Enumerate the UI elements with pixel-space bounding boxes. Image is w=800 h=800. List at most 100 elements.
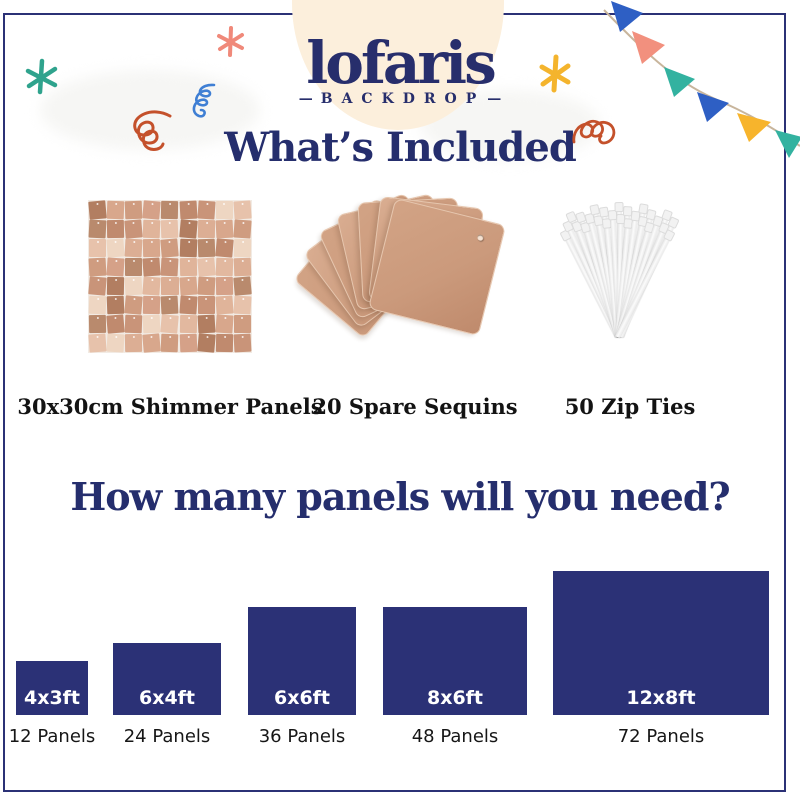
sequin-square <box>143 314 161 334</box>
sequin-square <box>233 295 252 315</box>
watercolor-smudge <box>40 70 260 150</box>
sequin-square <box>106 257 125 277</box>
spiral-squiggle-icon <box>572 119 616 145</box>
bunting-flag <box>664 67 695 97</box>
bunting-flag <box>737 113 771 142</box>
sequin-square <box>160 238 180 258</box>
sequin-square <box>215 201 233 219</box>
sequin-square <box>197 219 215 239</box>
panel-count-caption: 36 Panels <box>258 726 346 747</box>
sequin-square <box>160 257 180 277</box>
sequin-square <box>215 314 234 334</box>
sequin-square <box>160 295 180 315</box>
panel-size-bar-8x6ft: 8x6ft <box>383 607 527 715</box>
sequin-square <box>161 219 179 239</box>
bunting-flag <box>775 130 800 158</box>
sequin-square <box>143 238 161 258</box>
panel-count-caption: 12 Panels <box>8 726 96 747</box>
sequin-square <box>106 295 125 315</box>
item-caption-spare-sequins: 20 Spare Sequins <box>312 394 518 419</box>
sequin-square <box>178 276 198 296</box>
sequin-square <box>89 239 107 257</box>
spare-sequins-photo <box>293 192 507 339</box>
sequin-square <box>233 315 251 333</box>
panel-size-label: 4x3ft <box>23 687 81 709</box>
sequin-square <box>179 257 197 277</box>
sequin-square <box>106 238 125 258</box>
sequin-square <box>125 258 143 276</box>
panel-size-bar-6x4ft: 6x4ft <box>113 643 221 715</box>
sequin-square <box>88 219 107 239</box>
panel-count-caption: 48 Panels <box>411 726 499 747</box>
bunting-flag <box>611 1 643 32</box>
sequin-square <box>233 219 252 239</box>
sequin-square <box>196 333 216 353</box>
brand-subtitle: — BACKDROP — <box>0 91 800 107</box>
panel-size-bar-4x3ft: 4x3ft <box>16 661 88 715</box>
sequin-square <box>142 257 162 277</box>
sequin-square <box>197 276 216 296</box>
sequin-square <box>215 238 234 258</box>
dash-right: — <box>487 91 502 107</box>
sparkle-icon <box>25 58 58 95</box>
sequin-square <box>124 314 143 334</box>
panels-needed-title: How many panels will you need? <box>70 474 730 519</box>
sequin-square <box>233 276 252 296</box>
sequin-square <box>233 238 252 258</box>
bunting-banner <box>603 1 800 158</box>
sequin-square <box>161 200 179 220</box>
sequin-square <box>88 276 107 296</box>
sequin-square <box>106 219 125 239</box>
sequin-square <box>215 333 234 353</box>
sequin-square <box>106 314 125 334</box>
panel-count-caption: 24 Panels <box>123 726 211 747</box>
sequin-hole <box>476 233 485 242</box>
sequin-square <box>88 257 107 277</box>
sequin-square <box>88 314 107 334</box>
sequin-square <box>106 276 125 296</box>
panel-size-label: 12x8ft <box>626 687 696 709</box>
sequin-square <box>88 333 107 353</box>
sequin-square <box>106 333 125 353</box>
sparkle-icon <box>539 54 571 93</box>
bunting-flag <box>632 31 665 64</box>
sequin-square <box>197 296 215 314</box>
brand-logo: lofaris <box>306 29 497 97</box>
sequin-square <box>197 200 216 220</box>
sequin-square <box>161 277 179 295</box>
sequin-square <box>233 333 252 353</box>
sequin-square <box>88 295 107 315</box>
sequin-square <box>143 219 161 239</box>
sequin-square <box>88 200 107 220</box>
brand-subtitle-text: BACKDROP <box>320 91 486 107</box>
sequin-square <box>197 238 216 258</box>
whats-included-title: What’s Included <box>224 124 577 171</box>
sequin-square <box>124 276 143 296</box>
sequin-square <box>179 314 197 334</box>
sequin-square <box>125 333 143 353</box>
sparkle-icon <box>217 26 244 57</box>
sequin-square <box>124 219 144 239</box>
sequin-square <box>143 295 161 315</box>
item-caption-zip-ties: 50 Zip Ties <box>564 394 696 419</box>
sequin-square <box>160 314 180 334</box>
item-caption-shimmer-panels: 30x30cm Shimmer Panels <box>17 394 323 419</box>
sequin-square <box>142 200 162 220</box>
sequin-square <box>124 295 144 315</box>
zip-ties-photo <box>549 197 691 339</box>
sequin-square <box>215 276 234 296</box>
dash-left: — <box>298 91 313 107</box>
bunting-flag <box>697 92 729 122</box>
panel-size-bar-6x6ft: 6x6ft <box>248 607 356 715</box>
sequin-square <box>215 257 234 277</box>
sequin-square <box>179 333 197 353</box>
sequin-square <box>196 257 216 277</box>
sequin-square <box>233 200 252 220</box>
sequin-square <box>142 333 162 353</box>
panel-count-caption: 72 Panels <box>617 726 705 747</box>
panel-size-label: 6x6ft <box>273 687 331 709</box>
spiral-squiggle-icon <box>133 110 172 151</box>
sequin-square <box>197 314 216 334</box>
